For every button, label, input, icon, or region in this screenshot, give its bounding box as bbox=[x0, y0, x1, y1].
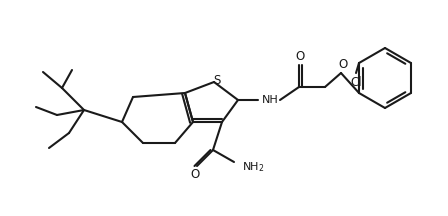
Text: O: O bbox=[338, 57, 348, 70]
Text: O: O bbox=[295, 49, 305, 62]
Text: NH: NH bbox=[262, 95, 278, 105]
Text: NH$_2$: NH$_2$ bbox=[242, 160, 265, 174]
Text: S: S bbox=[213, 73, 221, 86]
Text: Cl: Cl bbox=[350, 76, 362, 89]
Text: O: O bbox=[190, 168, 200, 181]
